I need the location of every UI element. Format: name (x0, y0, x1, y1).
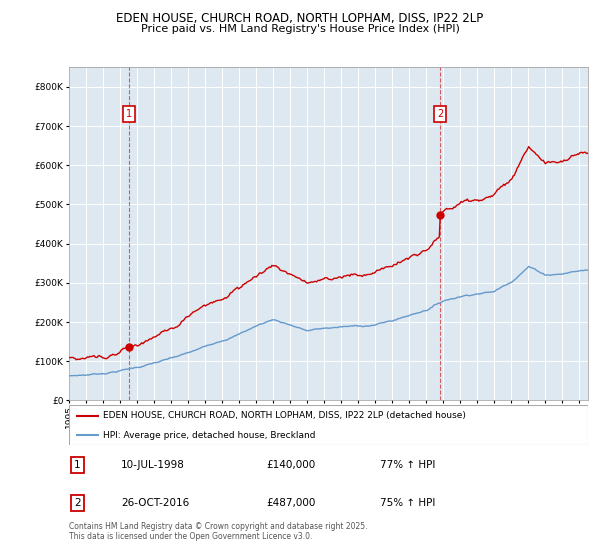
Text: 75% ↑ HPI: 75% ↑ HPI (380, 498, 436, 508)
Text: 2: 2 (437, 109, 443, 119)
Text: 2: 2 (74, 498, 81, 508)
Text: 10-JUL-1998: 10-JUL-1998 (121, 460, 185, 470)
Text: HPI: Average price, detached house, Breckland: HPI: Average price, detached house, Brec… (103, 431, 315, 440)
Text: £140,000: £140,000 (266, 460, 316, 470)
Text: Contains HM Land Registry data © Crown copyright and database right 2025.
This d: Contains HM Land Registry data © Crown c… (69, 522, 367, 542)
Text: 26-OCT-2016: 26-OCT-2016 (121, 498, 189, 508)
Text: EDEN HOUSE, CHURCH ROAD, NORTH LOPHAM, DISS, IP22 2LP (detached house): EDEN HOUSE, CHURCH ROAD, NORTH LOPHAM, D… (103, 411, 466, 420)
Text: £487,000: £487,000 (266, 498, 316, 508)
Text: Price paid vs. HM Land Registry's House Price Index (HPI): Price paid vs. HM Land Registry's House … (140, 24, 460, 34)
Text: 1: 1 (74, 460, 81, 470)
Text: EDEN HOUSE, CHURCH ROAD, NORTH LOPHAM, DISS, IP22 2LP: EDEN HOUSE, CHURCH ROAD, NORTH LOPHAM, D… (116, 12, 484, 25)
Text: 1: 1 (126, 109, 132, 119)
Text: 77% ↑ HPI: 77% ↑ HPI (380, 460, 436, 470)
